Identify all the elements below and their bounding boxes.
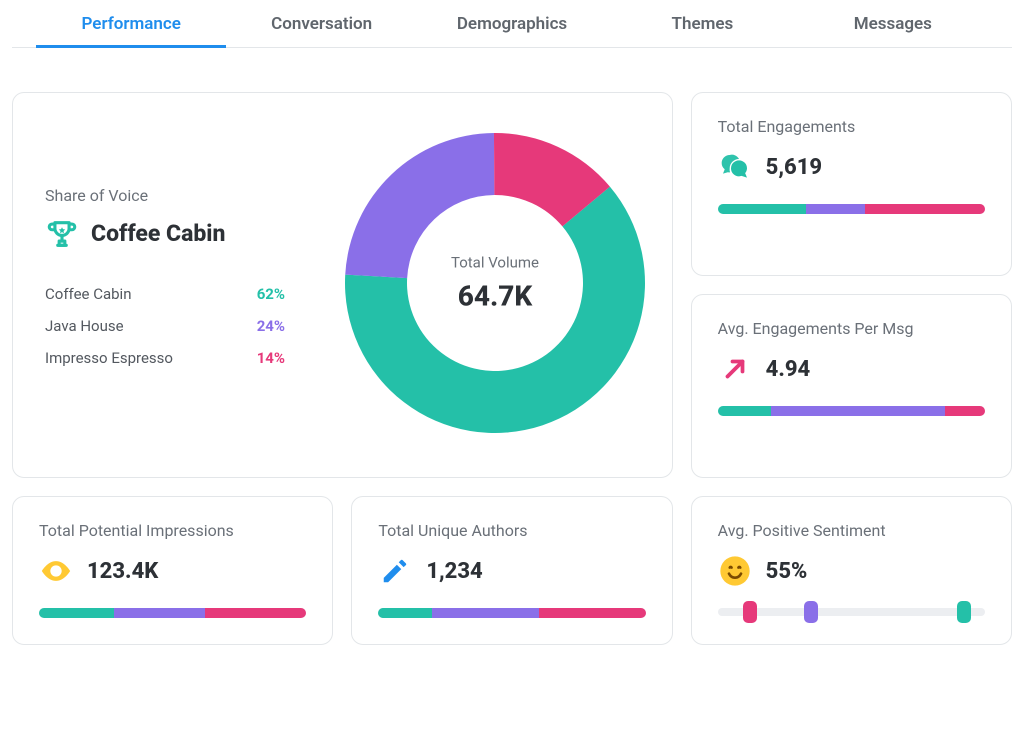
trophy-icon [45,217,79,251]
card-title: Total Potential Impressions [39,521,306,540]
tab-bar: Performance Conversation Demographics Th… [12,0,1012,48]
legend-pct: 24% [257,317,285,335]
metric-value: 4.94 [766,357,811,382]
legend-item-coffee-cabin: Coffee Cabin 62% [45,285,285,303]
sentiment-card: Avg. Positive Sentiment 55% [691,496,1012,645]
sov-title: Share of Voice [45,186,305,205]
share-of-voice-card: Share of Voice Coffee Cabin Coff [12,92,673,478]
metric-value: 5,619 [766,155,822,180]
smile-icon [718,554,752,588]
authors-bar [378,608,645,618]
trend-up-icon [718,352,752,386]
tab-messages[interactable]: Messages [798,0,988,47]
eye-icon [39,554,73,588]
slider-handle[interactable] [743,601,757,623]
legend-pct: 14% [257,349,285,367]
tab-demographics[interactable]: Demographics [417,0,607,47]
legend-item-impresso: Impresso Espresso 14% [45,349,285,367]
slider-handle[interactable] [804,601,818,623]
pencil-icon [378,554,412,588]
engagements-bar [718,204,985,214]
sov-legend: Share of Voice Coffee Cabin Coff [45,186,305,381]
impressions-card: Total Potential Impressions 123.4K [12,496,333,645]
tab-themes[interactable]: Themes [607,0,797,47]
card-title: Avg. Engagements Per Msg [718,319,985,338]
metric-value: 123.4K [87,559,158,584]
metric-value: 55% [766,559,808,584]
sov-center-label: Total Volume [451,254,539,272]
legend-pct: 62% [257,285,285,303]
dashboard-grid: Share of Voice Coffee Cabin Coff [12,48,1012,645]
total-engagements-card: Total Engagements 5,619 [691,92,1012,276]
sov-center-value: 64.7K [451,280,539,313]
legend-name: Coffee Cabin [45,285,131,303]
sentiment-slider[interactable] [718,608,985,616]
card-title: Total Unique Authors [378,521,645,540]
card-title: Avg. Positive Sentiment [718,521,985,540]
avg-engagements-bar [718,406,985,416]
impressions-bar [39,608,306,618]
card-title: Total Engagements [718,117,985,136]
sov-donut-chart: Total Volume 64.7K [335,123,655,443]
avg-engagements-card: Avg. Engagements Per Msg 4.94 [691,294,1012,478]
tab-performance[interactable]: Performance [36,0,226,47]
chat-icon [718,150,752,184]
metric-value: 1,234 [426,559,482,584]
sov-center: Total Volume 64.7K [451,254,539,313]
sov-winner-name: Coffee Cabin [91,220,225,247]
sov-winner: Coffee Cabin [45,217,305,251]
tab-conversation[interactable]: Conversation [226,0,416,47]
legend-name: Java House [45,317,124,335]
legend-name: Impresso Espresso [45,349,173,367]
authors-card: Total Unique Authors 1,234 [351,496,672,645]
legend-item-java-house: Java House 24% [45,317,285,335]
slider-handle[interactable] [957,601,971,623]
